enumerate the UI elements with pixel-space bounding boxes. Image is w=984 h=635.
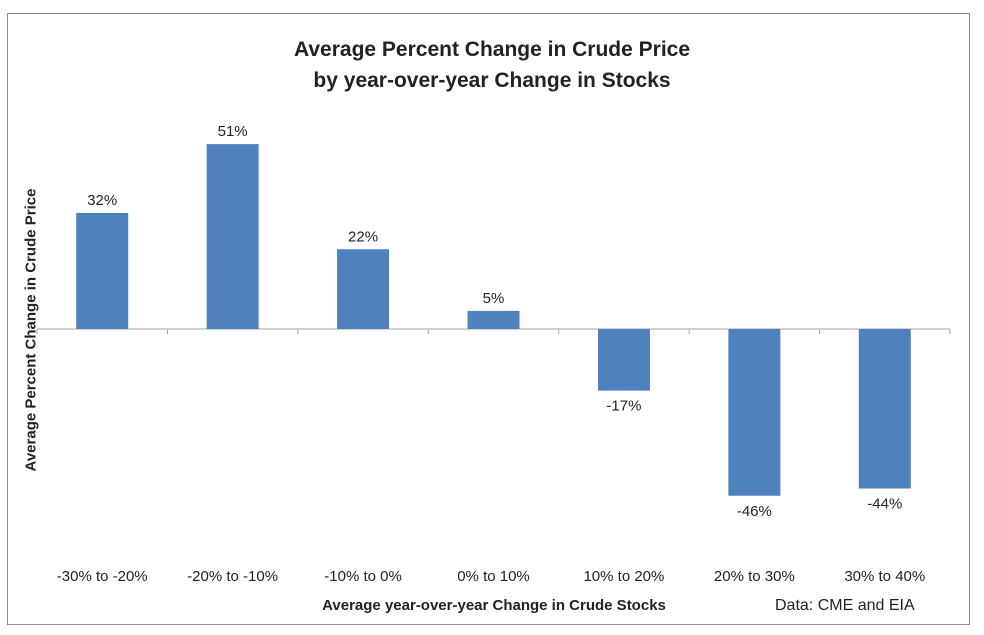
x-tick-label: 0% to 10% [457,568,530,585]
data-label: -46% [737,503,772,520]
x-axis-label: Average year-over-year Change in Crude S… [322,597,666,614]
bar [728,329,781,496]
bar [858,329,911,489]
x-tick-label: 30% to 40% [844,568,925,585]
data-label: -44% [867,496,902,513]
x-tick-label: -10% to 0% [324,568,402,585]
chart-title-line-2: by year-over-year Change in Stocks [313,69,671,92]
bar [206,144,259,329]
bar [337,249,390,329]
x-tick-label: -30% to -20% [57,568,148,585]
bar [76,213,129,329]
bar [467,310,520,329]
x-tick-label: -20% to -10% [187,568,278,585]
x-tick-label: 10% to 20% [583,568,664,585]
chart-title: Average Percent Change in Crude Price by… [0,34,984,96]
x-tick-label: 20% to 30% [714,568,795,585]
bar [597,329,650,391]
data-label: 32% [87,192,117,209]
data-label: 22% [348,228,378,245]
data-source-note: Data: CME and EIA [775,597,915,614]
data-label: -17% [606,398,641,415]
chart-title-line-1: Average Percent Change in Crude Price [293,38,691,61]
data-label: 5% [483,290,505,307]
data-label: 51% [218,123,248,140]
